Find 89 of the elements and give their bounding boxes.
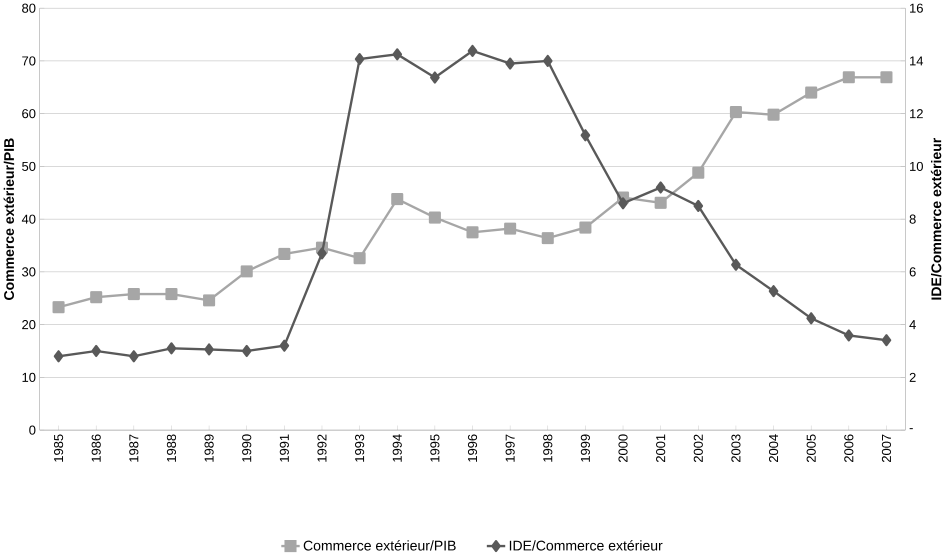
point — [354, 52, 364, 65]
point — [468, 44, 478, 57]
point — [618, 197, 628, 210]
point — [129, 350, 139, 362]
point — [391, 192, 404, 205]
point — [768, 108, 780, 121]
y2-axis-title: IDE/Commerce extérieur — [930, 138, 942, 300]
point — [504, 222, 516, 234]
y2-tick-label: 4 — [909, 320, 916, 329]
point — [842, 71, 855, 84]
y-tick-label: 40 — [22, 214, 36, 224]
point — [54, 350, 64, 362]
point — [580, 129, 590, 142]
y2-tick-label: 6 — [910, 267, 916, 276]
x-tick-label: 1994 — [392, 434, 402, 462]
point — [542, 54, 553, 67]
point — [240, 265, 253, 278]
point — [693, 200, 704, 212]
x-tick-label: 2002 — [694, 434, 703, 462]
x-tick-label: 1999 — [580, 434, 590, 462]
y-tick-label: 10 — [22, 372, 36, 382]
x-tick-label: 2004 — [768, 434, 778, 462]
point — [768, 284, 778, 297]
legend-label: Commerce extérieur/PIB — [304, 540, 456, 550]
point — [91, 344, 102, 357]
point — [203, 294, 216, 306]
point — [805, 86, 818, 98]
x-tick-label: 1986 — [92, 434, 101, 462]
x-tick-label: 1996 — [468, 434, 478, 462]
point — [880, 71, 892, 84]
point — [882, 334, 892, 346]
x-tick-label: 1993 — [355, 434, 364, 462]
x-tick-label: 2007 — [882, 434, 892, 462]
point — [52, 301, 65, 314]
point — [656, 181, 666, 194]
point — [579, 221, 592, 234]
point — [354, 252, 366, 264]
y-tick-label: 0 — [29, 425, 36, 434]
x-tick-label: 1990 — [242, 434, 252, 462]
point — [166, 342, 176, 354]
y2-tick-label: 2 — [910, 372, 916, 382]
y-axis-title: Commerce extérieur/PIB — [4, 138, 14, 300]
point — [806, 312, 816, 324]
y2-tick-label: - — [910, 428, 913, 429]
x-tick-label: 1998 — [543, 434, 552, 462]
point — [392, 48, 402, 60]
y-tick-label: 20 — [22, 320, 36, 330]
y-tick-label: 80 — [22, 3, 36, 13]
point — [90, 290, 102, 304]
x-tick-label: 1987 — [129, 434, 138, 462]
x-tick-label: 1989 — [204, 434, 214, 462]
x-tick-label: 1988 — [166, 434, 176, 462]
y-tick-label: 50 — [22, 162, 36, 171]
point — [466, 226, 479, 238]
x-tick-label: 1992 — [317, 434, 327, 462]
x-tick-label: 1997 — [506, 434, 515, 462]
point — [731, 258, 741, 271]
x-tick-label: 2001 — [656, 434, 666, 462]
point — [730, 106, 742, 118]
x-tick-label: 1991 — [280, 434, 289, 462]
y2-tick-label: 14 — [910, 56, 924, 66]
point — [654, 196, 667, 209]
point — [428, 211, 441, 224]
x-tick-label: 1995 — [430, 434, 440, 462]
point — [542, 232, 554, 244]
point — [204, 343, 214, 356]
point — [430, 71, 440, 84]
point — [242, 344, 252, 357]
y-tick-label: 30 — [22, 267, 36, 276]
point — [317, 247, 327, 260]
x-tick-label: 1985 — [54, 434, 64, 462]
point — [278, 248, 290, 260]
point — [692, 166, 704, 179]
point — [165, 288, 178, 300]
y-tick-label: 70 — [22, 56, 36, 66]
y2-tick-label: 10 — [910, 162, 923, 171]
point — [128, 288, 140, 300]
y2-tick-label: 12 — [910, 108, 923, 118]
x-tick-label: 2006 — [844, 434, 854, 462]
x-tick-label: 2000 — [618, 434, 628, 462]
point — [280, 340, 290, 352]
point — [844, 329, 854, 342]
y2-tick-label: 16 — [910, 3, 923, 13]
y2-tick-label: 8 — [910, 214, 916, 224]
x-tick-label: 2005 — [806, 434, 816, 462]
y-tick-label: 60 — [22, 108, 36, 118]
point — [505, 57, 515, 70]
x-tick-label: 2003 — [731, 434, 740, 462]
legend-label: IDE/Commerce extérieur — [510, 540, 662, 550]
